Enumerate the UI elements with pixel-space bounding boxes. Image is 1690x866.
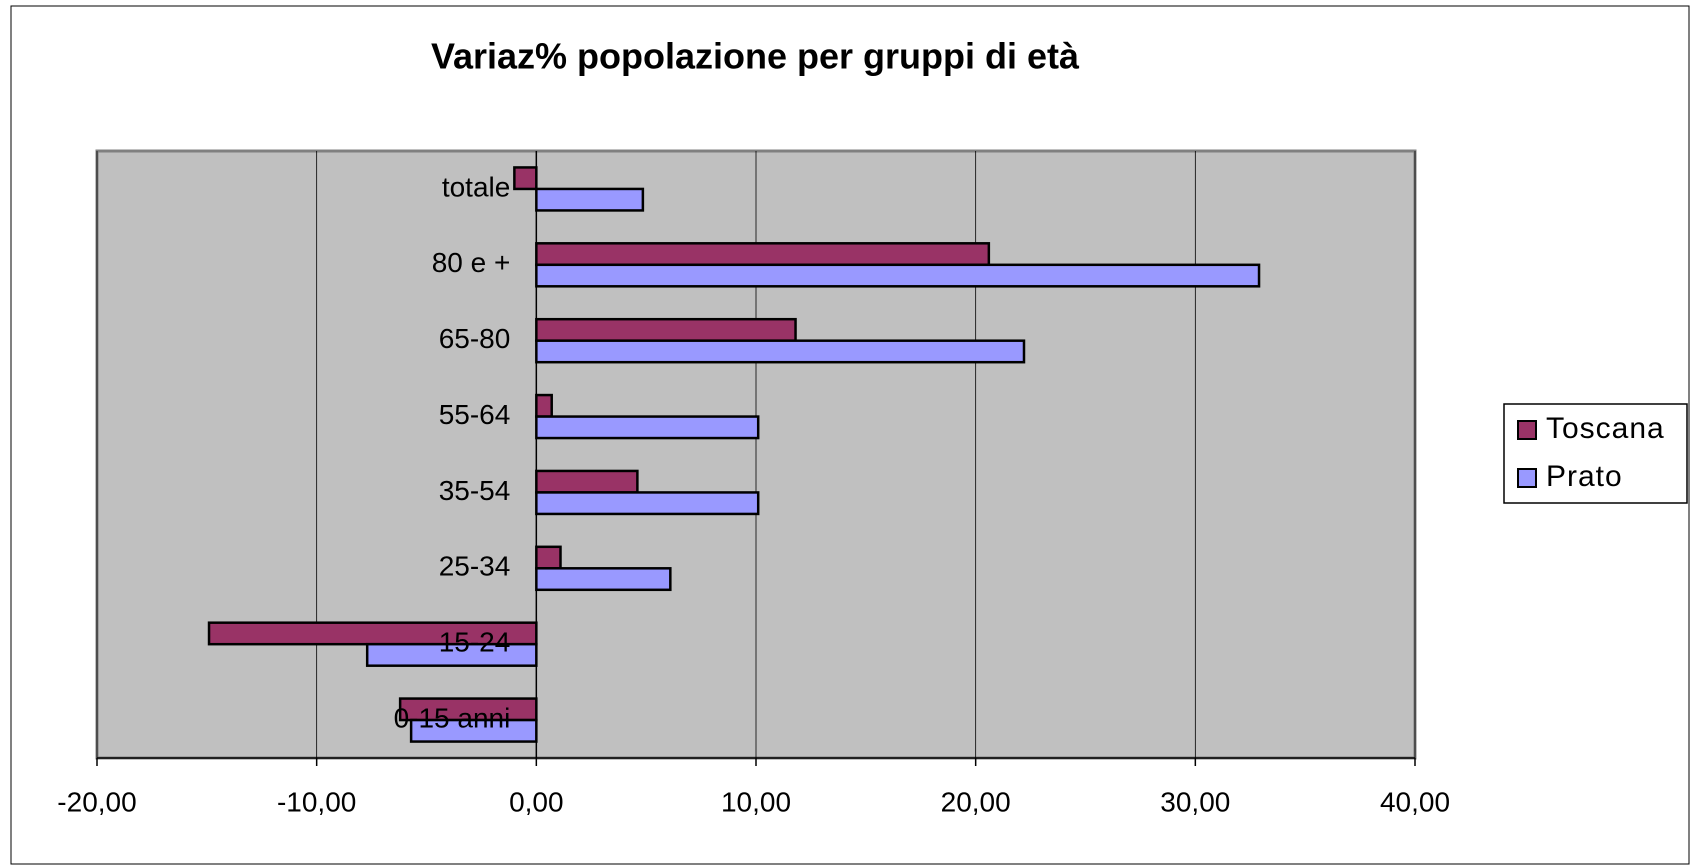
bar	[535, 415, 760, 440]
bar	[535, 545, 562, 570]
bar	[535, 469, 639, 494]
x-tick-label: 0,00	[509, 786, 564, 817]
y-tick-label: 25-34	[439, 551, 511, 582]
legend-label: Toscana	[1546, 412, 1665, 445]
bar	[535, 491, 760, 516]
legend-swatch	[1517, 420, 1537, 440]
bar	[535, 393, 553, 418]
x-tick-label: 20,00	[941, 786, 1011, 817]
bar	[535, 317, 797, 342]
legend-swatch	[1517, 468, 1537, 488]
bar	[535, 567, 672, 592]
bar	[513, 166, 538, 191]
y-tick-label: 55-64	[439, 399, 511, 430]
x-tick-label: 40,00	[1380, 786, 1450, 817]
y-tick-label: totale	[442, 171, 511, 202]
y-tick-label: 35-54	[439, 475, 511, 506]
bar	[535, 187, 645, 212]
bar	[535, 263, 1261, 288]
bar	[535, 242, 991, 267]
y-tick-label: 0-15 anni	[394, 702, 511, 733]
x-tick-label: 10,00	[721, 786, 791, 817]
bar	[535, 339, 1026, 364]
x-tick-label: -10,00	[277, 786, 356, 817]
y-tick-label: 65-80	[439, 323, 511, 354]
x-tick-label: 30,00	[1160, 786, 1230, 817]
x-tick-label: -20,00	[57, 786, 136, 817]
chart-title: Variaz% popolazione per gruppi di età	[431, 36, 1080, 77]
y-tick-label: 80 e +	[432, 247, 511, 278]
legend-label: Prato	[1546, 460, 1623, 493]
y-tick-label: 15-24	[439, 627, 511, 658]
